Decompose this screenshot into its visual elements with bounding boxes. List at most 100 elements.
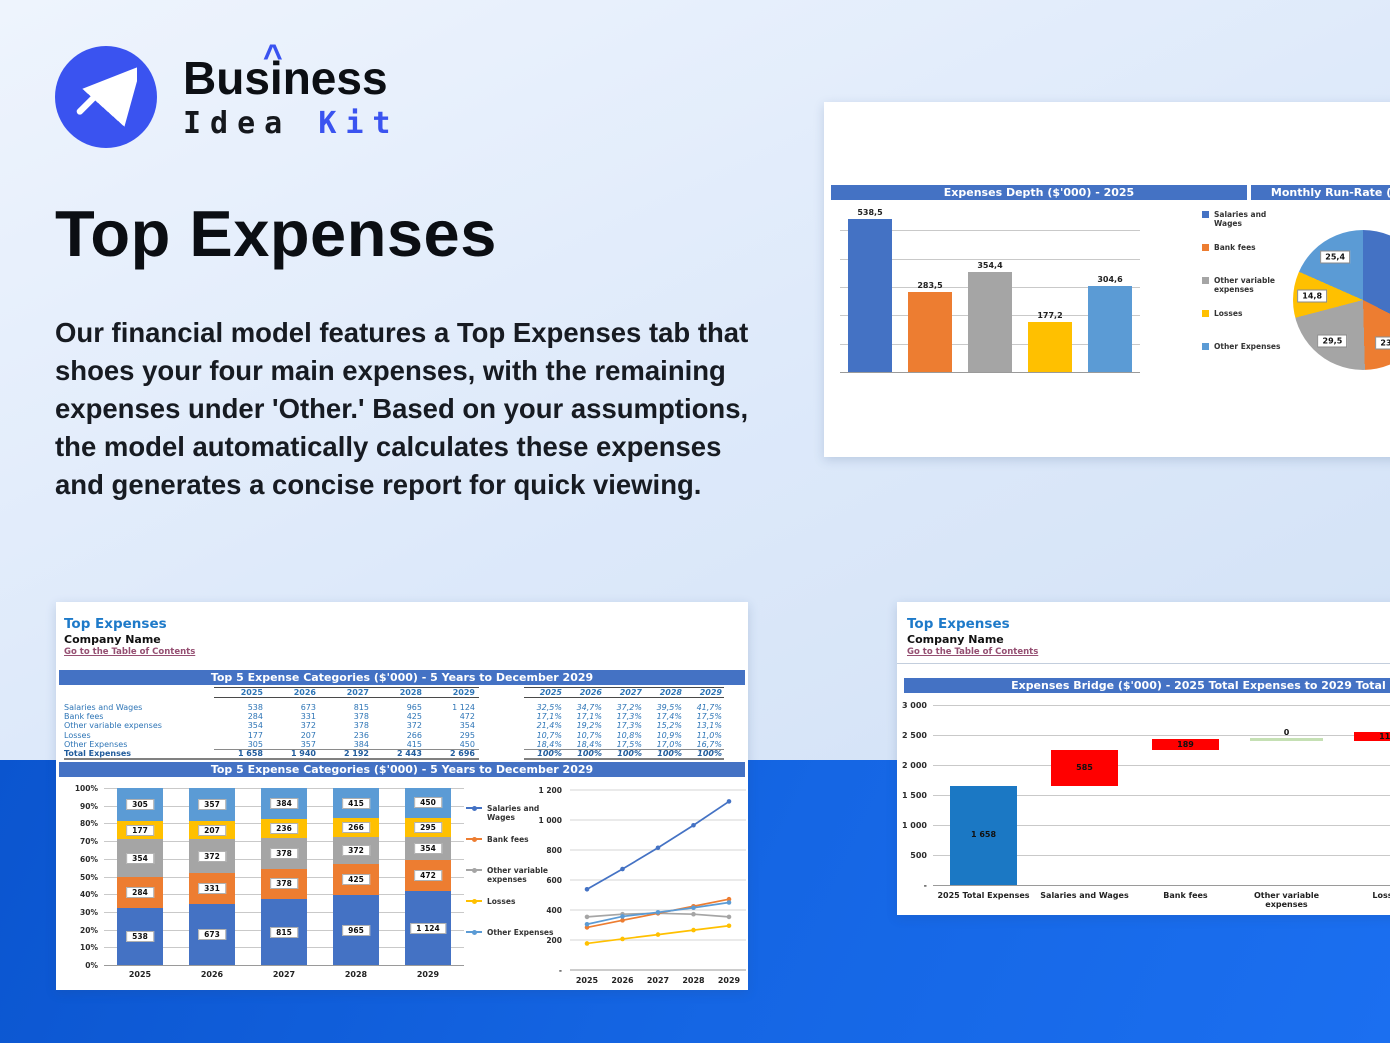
pie-slice-label: 14,8 bbox=[1297, 289, 1328, 303]
value-cell: 965 bbox=[406, 702, 422, 712]
value-cell: 372 bbox=[406, 721, 422, 731]
value-cell: 1 124 bbox=[452, 702, 475, 712]
x-axis-tick: Bank fees bbox=[1163, 891, 1208, 900]
percent-cell: 15,2% bbox=[656, 721, 682, 731]
bar bbox=[968, 271, 1012, 372]
x-axis-tick: 2025 bbox=[128, 970, 152, 979]
y-axis-tick: 0% bbox=[85, 961, 98, 970]
percent-cell: 10,7% bbox=[536, 730, 562, 740]
bar-value-label: 538,5 bbox=[857, 208, 883, 218]
value-cell: 372 bbox=[300, 721, 316, 731]
y-axis-tick: 2 500 bbox=[901, 731, 927, 740]
legend-marker-icon bbox=[472, 898, 477, 904]
percent-cell: 34,7% bbox=[576, 702, 602, 712]
expenses-depth-card: Expenses Depth ($'000) - 2025 Monthly Ru… bbox=[824, 102, 1390, 457]
stacked-segment-label: 538 bbox=[126, 930, 154, 942]
pie-slice-label: 29,5 bbox=[1317, 334, 1348, 348]
x-axis-tick: Losses bbox=[1372, 891, 1390, 900]
value-cell: 378 bbox=[353, 711, 369, 721]
percent-cell: 17,5% bbox=[696, 711, 722, 721]
grid-line bbox=[933, 765, 1390, 766]
table-header-row: 2025 2026 2027 2028 2029 bbox=[524, 687, 734, 699]
year-header-cell: 2027 bbox=[320, 687, 373, 699]
bar-value-label: 283,5 bbox=[917, 280, 943, 290]
stacked-segment-label: 177 bbox=[126, 824, 154, 836]
legend-line-icon bbox=[466, 836, 482, 842]
percent-cell: 10,7% bbox=[576, 730, 602, 740]
table-of-contents-link[interactable]: Go to the Table of Contents bbox=[907, 647, 1039, 657]
stacked-segment-label: 266 bbox=[342, 822, 370, 834]
bar bbox=[1028, 321, 1072, 372]
table-row: Other Expenses 305 357 384 415 450 bbox=[64, 740, 484, 750]
percent-cell: 100% bbox=[644, 749, 684, 760]
stacked-segment-label: 354 bbox=[126, 852, 154, 864]
legend-marker-icon bbox=[472, 836, 477, 842]
percent-cell: 19,2% bbox=[576, 721, 602, 731]
expenses-bridge-waterfall-chart: 3 000 2 500 2 000 1 500 1 000 500 - 1 658 2025 T… bbox=[897, 698, 1390, 910]
brand-line1: Bus ^ iness bbox=[183, 38, 400, 102]
stacked-segment-label: 372 bbox=[342, 845, 370, 857]
brand-wordmark: Bus ^ iness Idea Kit bbox=[183, 38, 400, 141]
y-axis-tick: 60% bbox=[80, 854, 98, 864]
value-cell: 266 bbox=[406, 730, 422, 740]
value-cell: 357 bbox=[267, 740, 320, 750]
year-header-cell: 2027 bbox=[604, 687, 644, 699]
table-row: 10,7% 10,7% 10,8% 10,9% 11,0% bbox=[524, 731, 734, 740]
stacked-segment-label: 965 bbox=[342, 924, 370, 936]
percent-cell: 18,4% bbox=[524, 740, 564, 750]
y-axis-tick: 20% bbox=[80, 925, 98, 935]
percent-cell: 11,0% bbox=[696, 730, 722, 740]
total-row: Total Expenses 1 658 1 940 2 192 2 443 2 696 bbox=[64, 749, 484, 760]
value-cell: 2 192 bbox=[320, 749, 373, 760]
percent-cell: 17,1% bbox=[536, 711, 562, 721]
table-of-contents-link[interactable]: Go to the Table of Contents bbox=[64, 647, 196, 657]
bar bbox=[908, 291, 952, 372]
expenses-bridge-card: Top Expenses Company Name Go to the Tabl… bbox=[897, 602, 1390, 915]
stacked-segment-label: 450 bbox=[414, 797, 442, 809]
percent-cell: 16,7% bbox=[684, 740, 724, 750]
x-axis bbox=[104, 965, 464, 966]
legend-swatch-icon bbox=[1202, 211, 1209, 218]
stacked-segment-label: 425 bbox=[342, 874, 370, 886]
legend-item: Bank fees bbox=[1202, 243, 1314, 276]
legend-item: Salaries and Wages bbox=[1202, 210, 1314, 243]
legend-swatch-icon bbox=[1202, 310, 1209, 317]
value-cell: 305 bbox=[214, 740, 267, 750]
percent-cell: 17,1% bbox=[576, 711, 602, 721]
stacked-segment-label: 207 bbox=[198, 824, 226, 836]
year-header-cell: 2028 bbox=[373, 687, 426, 699]
table-row: 21,4% 19,2% 17,3% 15,2% 13,1% bbox=[524, 721, 734, 730]
value-cell: 331 bbox=[300, 711, 316, 721]
x-axis-tick: 2026 bbox=[611, 976, 634, 985]
grid-line bbox=[933, 735, 1390, 736]
grid-line bbox=[840, 258, 1140, 260]
x-axis-tick: 2029 bbox=[717, 976, 741, 985]
company-name: Company Name bbox=[64, 633, 161, 646]
year-header-cell: 2025 bbox=[214, 687, 267, 699]
runrate-chart-header: Monthly Run-Rate ($'000) - 2025 bbox=[1251, 185, 1390, 200]
percent-cell: 100% bbox=[564, 749, 604, 760]
percent-cell: 100% bbox=[604, 749, 644, 760]
legend-item: Losses bbox=[1202, 309, 1314, 342]
sheet-title: Top Expenses bbox=[907, 616, 1010, 632]
legend-swatch-icon bbox=[1202, 244, 1209, 251]
expenses-percent-table: 2025 2026 2027 2028 2029 32,5% 34,7% 37,2% 39,5%… bbox=[524, 687, 734, 760]
x-axis-tick: 2026 bbox=[200, 970, 224, 979]
percent-cell: 10,8% bbox=[616, 730, 642, 740]
legend-line-icon bbox=[466, 805, 482, 811]
stacked-segment-label: 354 bbox=[414, 843, 442, 855]
percent-cell: 17,5% bbox=[604, 740, 644, 750]
stacked-segment-label: 295 bbox=[414, 821, 442, 833]
bar bbox=[848, 219, 892, 372]
waterfall-value-label: 118 bbox=[1379, 731, 1390, 741]
waterfall-bar bbox=[1152, 739, 1219, 751]
top5-table-header: Top 5 Expense Categories ($'000) - 5 Yea… bbox=[59, 670, 745, 685]
y-axis-tick: 1 000 bbox=[538, 816, 563, 825]
stacked-segment-label: 284 bbox=[126, 886, 154, 898]
year-header-cell: 2029 bbox=[426, 687, 479, 699]
stacked-bar-chart: 0% 10% 20% 30% 40% 50% 60% 70% 80% 90% 100% 538 284 3… bbox=[66, 784, 466, 986]
hero-paragraph: Our financial model features a Top Expen… bbox=[55, 317, 749, 500]
value-cell: 207 bbox=[300, 730, 316, 740]
legend-label: Other variable expenses bbox=[487, 866, 549, 884]
